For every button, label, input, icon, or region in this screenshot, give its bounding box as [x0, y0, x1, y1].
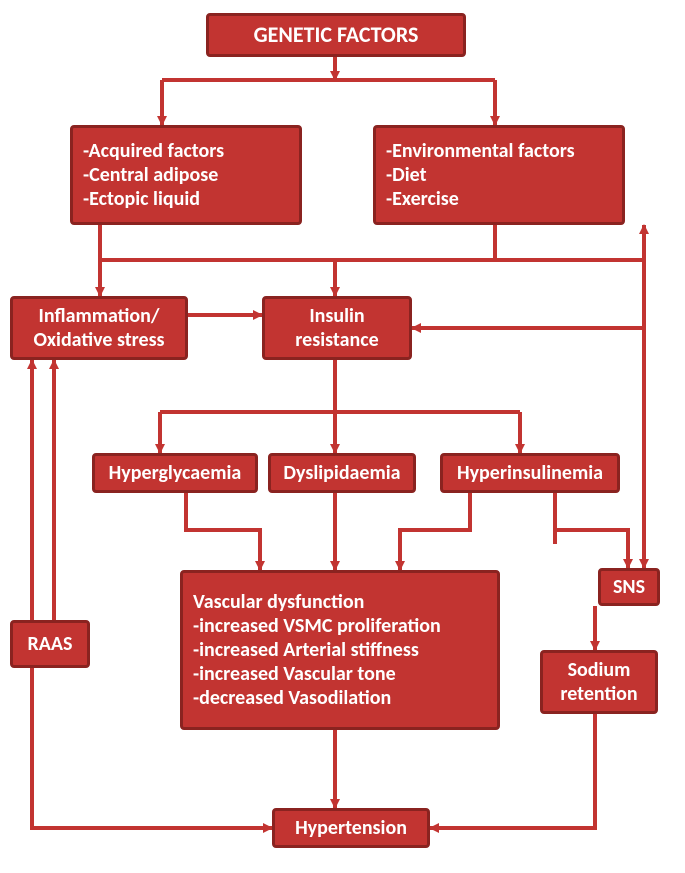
node-dyslip: Dyslipidaemia: [268, 453, 416, 493]
node-text: -Ectopic liquid: [83, 187, 200, 211]
node-text: -Exercise: [386, 187, 459, 211]
node-text: RAAS: [28, 632, 73, 656]
edge: [186, 493, 260, 570]
node-text: -increased Arterial stiffness: [193, 638, 419, 662]
node-raas: RAAS: [10, 620, 90, 668]
node-text: -decreased Vasodilation: [193, 686, 391, 710]
flowchart-stage: GENETIC FACTORS -Acquired factors-Central…: [0, 0, 685, 873]
node-text: -Diet: [386, 163, 427, 187]
node-text: Inflammation/: [39, 304, 160, 328]
node-text: -Environmental factors: [386, 139, 575, 163]
node-text: -increased VSMC proliferation: [193, 614, 441, 638]
node-text: resistance: [295, 328, 378, 352]
node-text: SNS: [613, 575, 645, 599]
node-text: Oxidative stress: [33, 328, 164, 352]
node-hypert: Hypertension: [272, 808, 430, 848]
node-inflammation: Inflammation/Oxidative stress: [10, 296, 188, 360]
node-environment: -Environmental factors-Diet-Exercise: [373, 125, 625, 225]
node-sodium: Sodiumretention: [540, 650, 658, 714]
node-acquired: -Acquired factors-Central adipose-Ectopi…: [70, 125, 302, 225]
node-hyperg: Hyperglycaemia: [92, 453, 258, 493]
node-text: Dyslipidaemia: [283, 461, 400, 485]
node-text: Insulin: [309, 304, 364, 328]
node-text: Hypertension: [295, 816, 407, 840]
node-genetic: GENETIC FACTORS: [206, 13, 466, 57]
node-text: Hyperglycaemia: [109, 461, 242, 485]
node-vascular: Vascular dysfunction-increased VSMC prol…: [180, 570, 500, 730]
node-insulin: Insulinresistance: [262, 296, 412, 360]
node-text: GENETIC FACTORS: [254, 22, 419, 48]
edge: [430, 714, 595, 828]
node-text: -Central adipose: [83, 163, 218, 187]
edge: [555, 493, 628, 568]
edge: [400, 493, 470, 570]
node-sns: SNS: [598, 568, 660, 606]
node-text: Sodium: [568, 658, 631, 682]
node-text: -Acquired factors: [83, 139, 224, 163]
node-text: Hyperinsulinemia: [457, 461, 603, 485]
node-hyperi: Hyperinsulinemia: [440, 453, 620, 493]
node-text: retention: [560, 682, 637, 706]
node-text: -increased Vascular tone: [193, 662, 396, 686]
node-text: Vascular dysfunction: [193, 590, 364, 614]
